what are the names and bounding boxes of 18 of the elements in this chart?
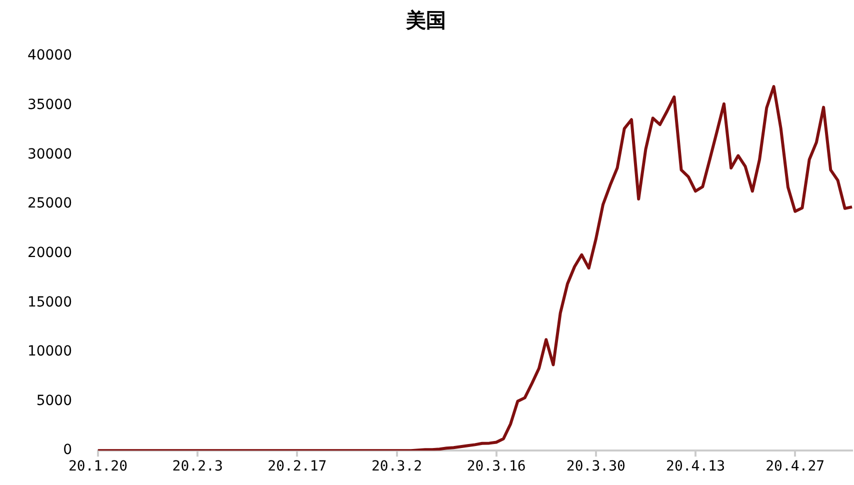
x-tick-label: 20.1.20	[68, 458, 128, 475]
y-tick-label: 20000	[27, 244, 72, 261]
x-tick-label: 20.2.17	[268, 458, 327, 475]
x-tick-label: 20.4.27	[766, 458, 825, 475]
x-tick-label: 20.2.3	[172, 458, 223, 475]
y-tick-label: 10000	[27, 344, 72, 360]
x-tick-label: 20.3.2	[371, 458, 422, 475]
chart-title: 美国	[405, 8, 446, 32]
y-tick-label: 0	[63, 442, 72, 458]
y-tick-label: 30000	[27, 146, 72, 162]
y-tick-label: 15000	[27, 294, 72, 310]
x-tick-label: 20.4.13	[666, 458, 726, 475]
y-tick-label: 35000	[27, 96, 72, 113]
x-tick-label: 20.3.16	[466, 458, 526, 475]
y-tick-label: 5000	[36, 392, 72, 409]
x-tick-label: 20.3.30	[566, 458, 626, 475]
y-tick-label: 25000	[27, 196, 72, 212]
y-tick-label: 40000	[27, 48, 72, 64]
